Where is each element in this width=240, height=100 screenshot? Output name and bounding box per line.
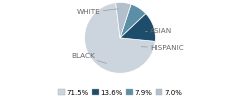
Wedge shape <box>120 4 146 38</box>
Legend: 71.5%, 13.6%, 7.9%, 7.0%: 71.5%, 13.6%, 7.9%, 7.0% <box>57 89 183 96</box>
Wedge shape <box>84 3 155 73</box>
Wedge shape <box>120 14 156 41</box>
Text: HISPANIC: HISPANIC <box>141 45 184 51</box>
Text: BLACK: BLACK <box>71 53 107 63</box>
Text: WHITE: WHITE <box>77 9 118 15</box>
Text: ASIAN: ASIAN <box>145 28 172 34</box>
Wedge shape <box>116 2 131 38</box>
